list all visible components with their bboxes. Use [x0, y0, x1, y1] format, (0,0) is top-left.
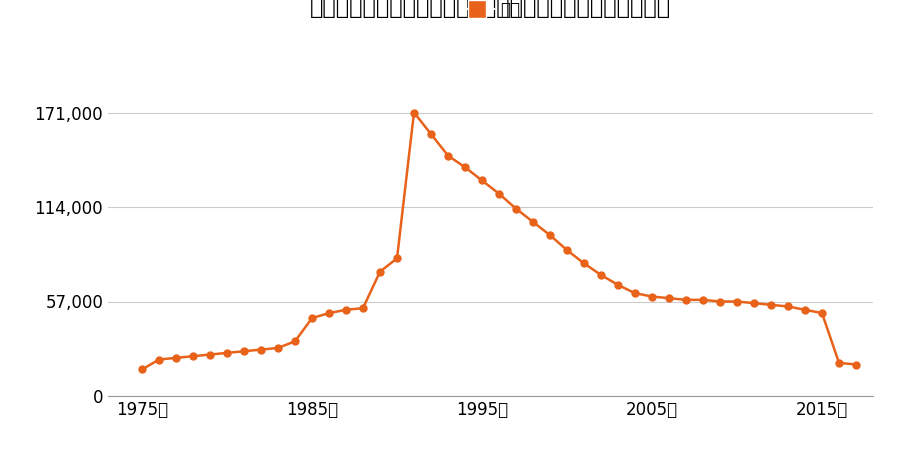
Title: 埼玉県入間郡越生町大字越生字山西５３７番１１の地価推移: 埼玉県入間郡越生町大字越生字山西５３７番１１の地価推移 [310, 0, 671, 18]
Legend: 価格: 価格 [461, 1, 520, 19]
